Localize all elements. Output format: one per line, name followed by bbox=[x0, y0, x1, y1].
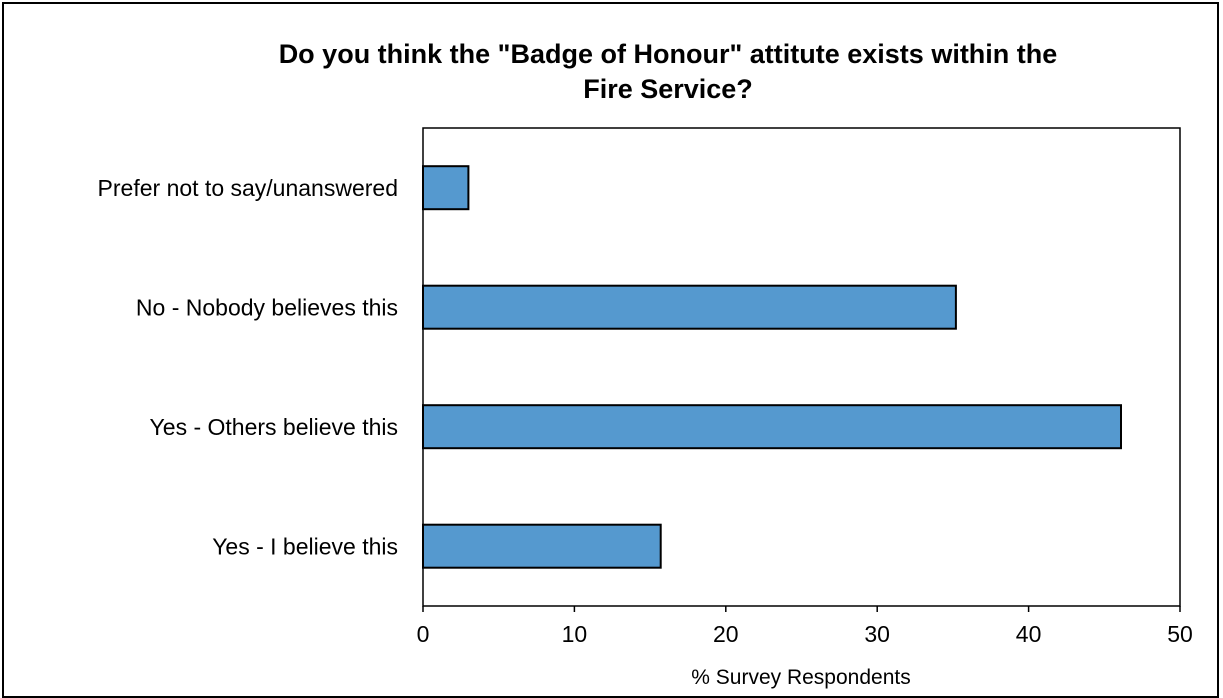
x-tick-label: 10 bbox=[562, 621, 588, 647]
bar bbox=[422, 284, 957, 330]
chart-title-line-1: Do you think the "Badge of Honour" attit… bbox=[279, 39, 1058, 69]
plot-area bbox=[422, 127, 1181, 607]
x-axis-title: % Survey Respondents bbox=[691, 666, 910, 689]
category-label: No - Nobody believes this bbox=[136, 294, 398, 320]
category-label: Yes - I believe this bbox=[212, 533, 398, 559]
x-tick-label: 40 bbox=[1016, 621, 1042, 647]
chart-title-line-2: Fire Service? bbox=[583, 74, 753, 104]
x-axis-ticks: 0 10 20 30 40 50 bbox=[417, 606, 1193, 647]
category-label: Yes - Others believe this bbox=[150, 414, 398, 440]
category-labels: Prefer not to say/unanswered No - Nobody … bbox=[98, 175, 398, 559]
x-tick-label: 0 bbox=[417, 621, 430, 647]
x-tick-label: 20 bbox=[713, 621, 739, 647]
bar bbox=[422, 165, 470, 211]
bar bbox=[422, 404, 1122, 450]
x-tick-label: 50 bbox=[1167, 621, 1193, 647]
x-tick-label: 30 bbox=[864, 621, 890, 647]
bars-group bbox=[422, 165, 1122, 569]
category-label: Prefer not to say/unanswered bbox=[98, 175, 398, 201]
bar bbox=[422, 523, 662, 569]
